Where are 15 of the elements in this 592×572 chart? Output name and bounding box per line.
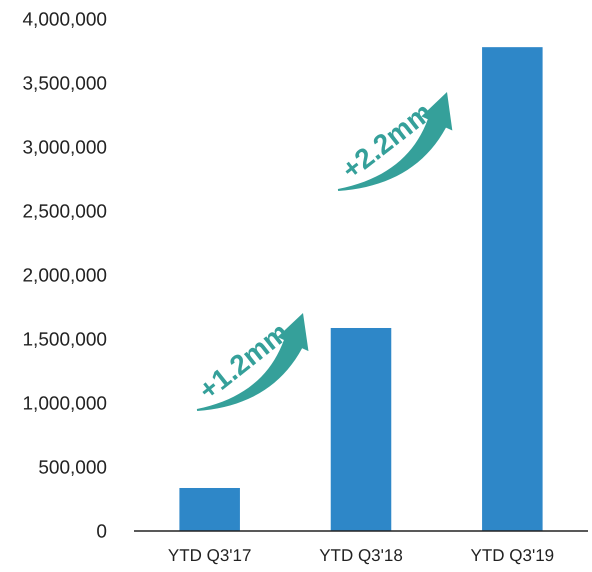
x-tick-label: YTD Q3'18 (319, 546, 403, 565)
y-tick-label: 1,500,000 (22, 330, 107, 351)
x-tick-label: YTD Q3'17 (168, 546, 252, 565)
y-tick-label: 3,000,000 (22, 138, 107, 159)
y-tick-label: 1,000,000 (22, 394, 107, 415)
y-tick-label: 2,000,000 (22, 266, 107, 287)
y-tick-label: 0 (96, 522, 107, 543)
bar (482, 47, 543, 531)
x-tick-label: YTD Q3'19 (470, 546, 554, 565)
bar (330, 328, 392, 531)
bar (179, 488, 240, 531)
y-tick-label: 2,500,000 (22, 202, 107, 223)
y-tick-label: 4,000,000 (22, 10, 107, 31)
y-tick-label: 3,500,000 (22, 74, 107, 95)
y-tick-label: 500,000 (38, 458, 107, 479)
